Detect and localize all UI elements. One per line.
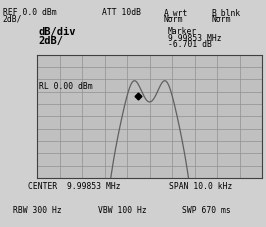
Text: SWP 670 ms: SWP 670 ms xyxy=(182,205,231,214)
Text: VBW 100 Hz: VBW 100 Hz xyxy=(98,205,147,214)
Text: -6.701 dB: -6.701 dB xyxy=(168,39,211,48)
Text: 2dB/: 2dB/ xyxy=(39,36,64,46)
Text: RBW 300 Hz: RBW 300 Hz xyxy=(13,205,62,214)
Text: B_blnk: B_blnk xyxy=(211,8,241,17)
Text: ATT 10dB: ATT 10dB xyxy=(102,8,142,17)
Text: Norm: Norm xyxy=(211,15,231,24)
Text: CENTER  9.99853 MHz: CENTER 9.99853 MHz xyxy=(28,182,121,190)
Text: dB/div: dB/div xyxy=(39,27,76,37)
Text: SPAN 10.0 kHz: SPAN 10.0 kHz xyxy=(169,182,232,190)
Text: RL 0.00 dBm: RL 0.00 dBm xyxy=(39,82,92,91)
Text: REF 0.0 dBm: REF 0.0 dBm xyxy=(3,8,56,17)
Text: 9.99853 MHz: 9.99853 MHz xyxy=(168,33,221,42)
Text: 2dB/: 2dB/ xyxy=(3,15,22,24)
Text: Marker: Marker xyxy=(168,27,197,36)
Text: Norm: Norm xyxy=(164,15,183,24)
Text: A_wrt: A_wrt xyxy=(164,8,188,17)
